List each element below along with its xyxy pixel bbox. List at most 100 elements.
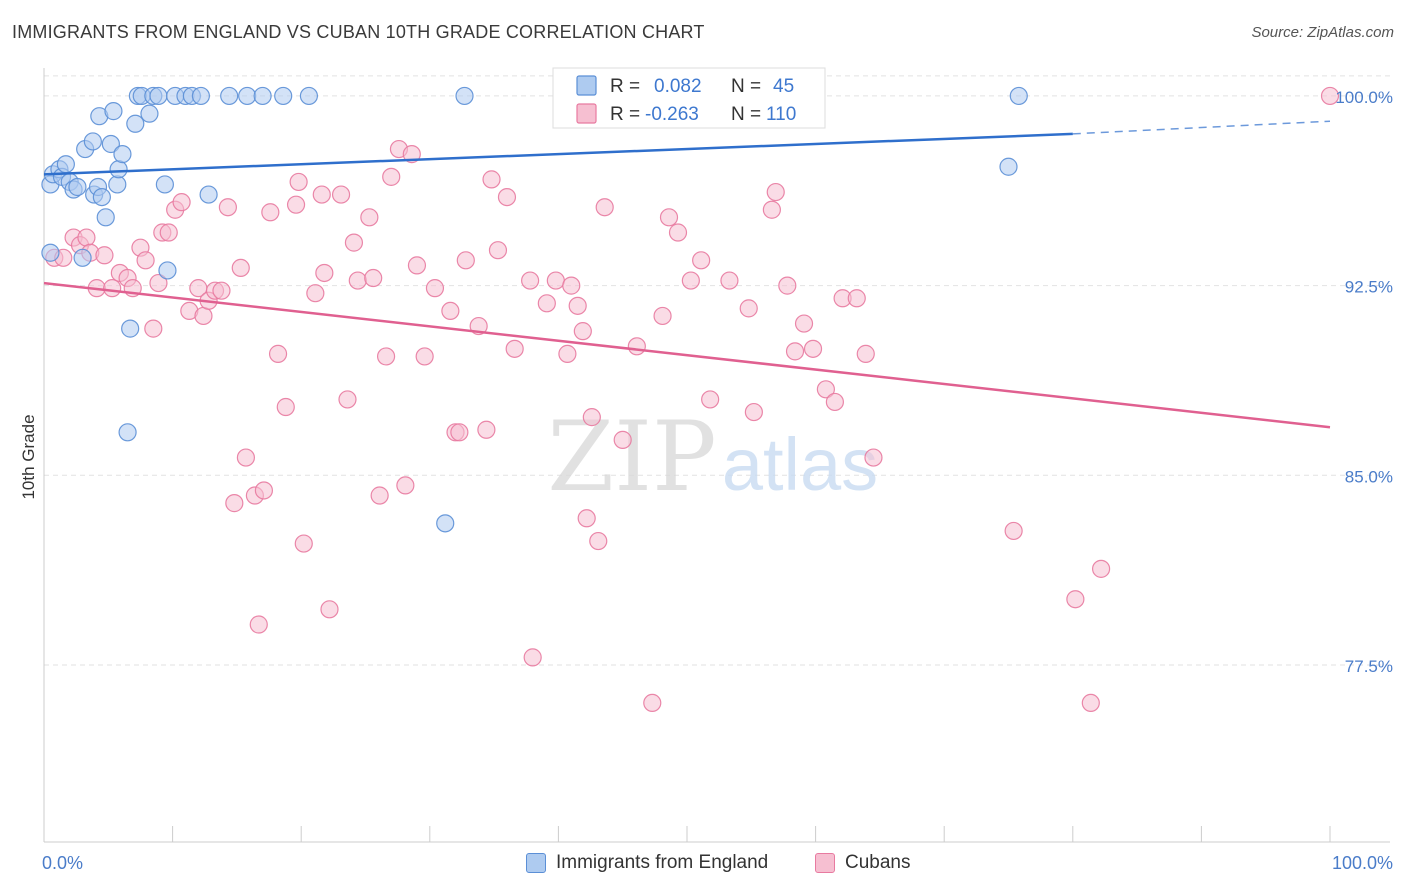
cubans-point-49 xyxy=(370,486,389,505)
cubans-point-15 xyxy=(149,273,168,293)
legend-n-value-cubans: 110 xyxy=(766,104,796,125)
england-point-9 xyxy=(73,248,92,267)
cubans-point-8 xyxy=(103,279,122,298)
cubans-point-53 xyxy=(396,476,415,495)
y-tick-label-0: 77.5% xyxy=(1345,657,1393,676)
x-tick-label-0: 0.0% xyxy=(42,853,83,873)
cubans-point-85 xyxy=(668,223,688,242)
cubans-point-55 xyxy=(407,256,427,275)
cubans-point-71 xyxy=(546,271,565,290)
cubans-point-43 xyxy=(331,185,351,204)
cubans-point-106 xyxy=(1081,693,1100,713)
cubans-point-40 xyxy=(312,185,331,204)
cubans-point-54 xyxy=(402,145,421,164)
cubans-point-91 xyxy=(744,402,763,422)
cubans-point-68 xyxy=(521,271,540,290)
legend-r-value-england: 0.082 xyxy=(654,76,702,97)
cubans-point-101 xyxy=(847,289,866,308)
cubans-point-83 xyxy=(653,306,672,326)
england-point-19 xyxy=(108,175,127,194)
england-point-0 xyxy=(41,243,60,262)
cubans-point-58 xyxy=(441,301,460,321)
cubans-point-105 xyxy=(1066,590,1085,609)
england-point-8 xyxy=(68,177,87,197)
england-point-5 xyxy=(56,155,75,174)
england-point-27 xyxy=(140,104,159,123)
cubans-point-35 xyxy=(276,397,295,417)
cubans-point-7 xyxy=(95,246,114,265)
cubans-point-79 xyxy=(595,198,614,217)
cubans-point-26 xyxy=(218,198,237,217)
england-point-39 xyxy=(253,86,272,106)
cubans-point-88 xyxy=(701,390,720,409)
england-point-40 xyxy=(274,86,293,106)
legend-bottom-label-cubans: Cubans xyxy=(845,852,911,873)
england-point-38 xyxy=(238,86,257,106)
england-point-21 xyxy=(113,145,132,164)
england-point-15 xyxy=(92,187,111,207)
cubans-point-102 xyxy=(856,344,875,363)
cubans-point-60 xyxy=(450,423,469,442)
cubans-point-19 xyxy=(172,193,191,212)
cubans-point-64 xyxy=(482,170,501,189)
legend-bottom-swatch-cubans xyxy=(815,853,835,873)
england-point-17 xyxy=(101,134,120,154)
cubans-point-74 xyxy=(568,296,587,315)
england-point-24 xyxy=(126,114,145,133)
y-tick-label-1: 85.0% xyxy=(1345,467,1393,486)
cubans-point-39 xyxy=(306,284,325,303)
cubans-point-14 xyxy=(144,319,163,338)
cubans-point-32 xyxy=(254,481,274,500)
cubans-point-4 xyxy=(77,228,96,247)
axes xyxy=(43,68,1390,843)
cubans-point-66 xyxy=(497,187,517,207)
legend-swatch-cubans xyxy=(576,103,597,124)
england-point-37 xyxy=(220,86,239,106)
legend-item-england: Immigrants from England xyxy=(526,852,768,874)
trend-line-cubans xyxy=(43,281,1331,429)
legend-r-label-england: R = xyxy=(610,76,640,97)
cubans-point-90 xyxy=(739,299,758,318)
legend-bottom-swatch-england xyxy=(526,853,546,873)
legend-n-label-cubans: N = xyxy=(731,104,761,125)
cubans-point-69 xyxy=(523,648,542,667)
cubans-point-84 xyxy=(659,208,679,227)
england-point-22 xyxy=(121,319,140,338)
bottom-legend: Immigrants from England Cubans xyxy=(0,852,1406,878)
cubans-point-44 xyxy=(338,390,357,409)
tick-labels: 77.5% 85.0% 92.5% 100.0% 0.0% 100.0% xyxy=(42,88,1393,873)
england-point-42 xyxy=(436,514,455,533)
england-point-44 xyxy=(999,157,1018,176)
england-point-23 xyxy=(118,423,137,442)
cubans-point-97 xyxy=(803,339,823,358)
cubans-point-37 xyxy=(289,172,308,192)
legend-n-label-england: N = xyxy=(731,76,761,97)
cubans-point-25 xyxy=(212,281,231,300)
cubans-point-41 xyxy=(315,263,334,283)
cubans-point-95 xyxy=(785,342,805,361)
england-point-29 xyxy=(149,86,168,106)
cubans-point-34 xyxy=(268,344,288,363)
y-tick-label-3: 100.0% xyxy=(1335,88,1393,107)
trend-line-england xyxy=(43,132,1073,176)
cubans-point-67 xyxy=(505,339,524,358)
cubans-point-82 xyxy=(643,693,662,713)
england-point-20 xyxy=(109,160,128,179)
cubans-point-77 xyxy=(582,408,601,427)
cubans-point-50 xyxy=(376,347,396,366)
cubans-point-31 xyxy=(249,615,268,634)
chart-title: IMMIGRANTS FROM ENGLAND VS CUBAN 10TH GR… xyxy=(12,22,705,42)
cubans-point-98 xyxy=(816,380,835,399)
cubans-point-70 xyxy=(537,294,556,313)
cubans-point-96 xyxy=(794,314,814,333)
cubans-point-45 xyxy=(344,233,364,252)
legend-r-label-cubans: R = xyxy=(610,104,640,125)
legend-swatch-england xyxy=(576,75,597,96)
cubans-point-87 xyxy=(692,251,711,270)
watermark-zip: ZIP xyxy=(547,401,716,513)
england-point-45 xyxy=(1009,86,1028,106)
cubans-point-94 xyxy=(778,276,797,295)
legend-n-value-england: 45 xyxy=(773,76,794,97)
cubans-point-46 xyxy=(348,271,367,290)
